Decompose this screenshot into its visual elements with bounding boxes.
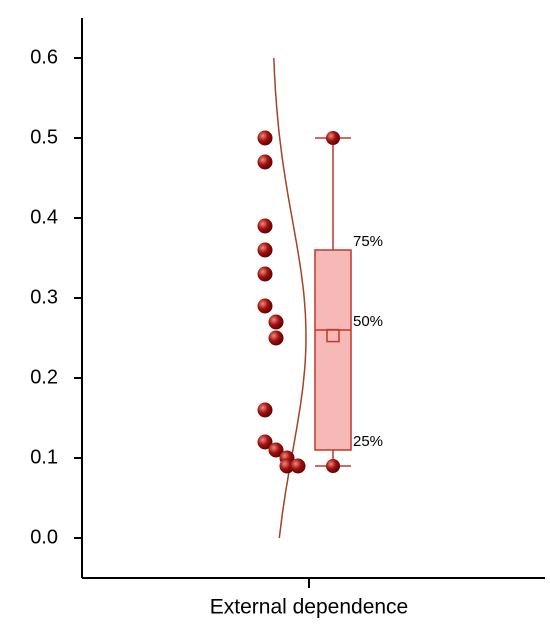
data-point: [257, 218, 273, 234]
y-tick-label: 0.3: [30, 286, 58, 308]
y-tick-label: 0.1: [30, 446, 58, 468]
data-point: [279, 458, 295, 474]
y-tick-label: 0.2: [30, 366, 58, 388]
box-label: 50%: [353, 313, 383, 330]
data-point: [257, 154, 273, 170]
mean: [326, 328, 340, 343]
data-point: [268, 330, 284, 346]
data-point: [257, 402, 273, 418]
box-label: 75%: [353, 233, 383, 250]
data-point: [268, 314, 284, 330]
min-point: [326, 459, 340, 473]
y-tick-label: 0.6: [30, 46, 58, 68]
box-label: 25%: [353, 433, 383, 450]
y-tick-label: 0.4: [30, 206, 58, 228]
data-point: [257, 266, 273, 282]
data-point: [290, 458, 306, 474]
data-point: [257, 242, 273, 258]
data-point: [268, 442, 284, 458]
data-point: [257, 434, 273, 450]
x-label: External dependence: [210, 596, 409, 619]
max-point: [326, 131, 340, 145]
box: [314, 249, 352, 451]
data-point: [257, 130, 273, 146]
y-tick-label: 0.5: [30, 126, 58, 148]
data-point: [257, 298, 273, 314]
y-tick-label: 0.0: [30, 526, 58, 548]
